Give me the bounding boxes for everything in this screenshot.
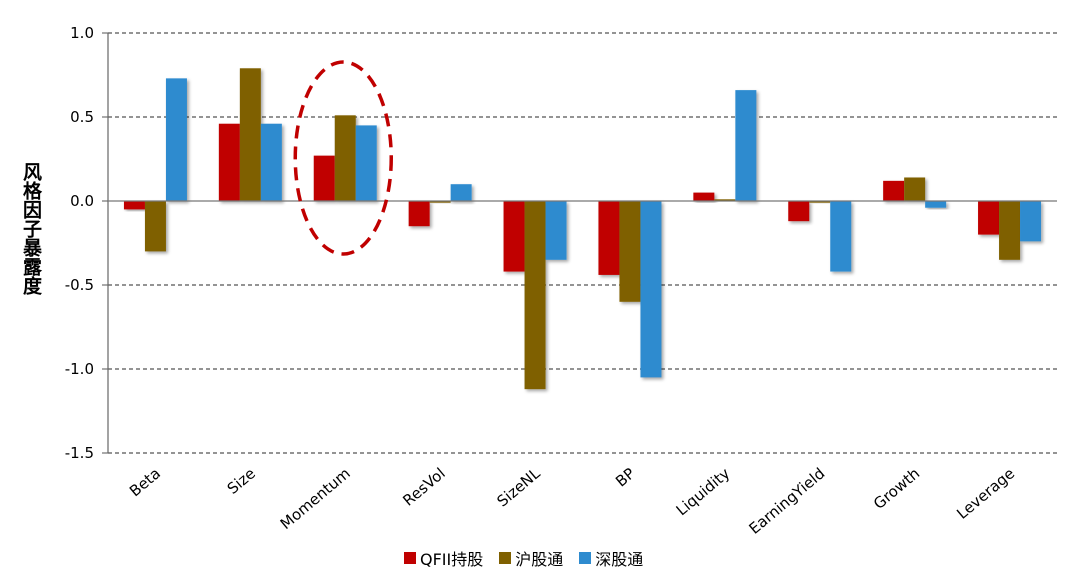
- bar-beta-s1: [144, 201, 166, 252]
- bar-sizenl-s0: [503, 201, 525, 272]
- legend-swatch-qfii: [404, 552, 416, 564]
- bar-resvol-s1: [429, 201, 451, 203]
- legend-item-qfii: QFII持股: [404, 546, 483, 570]
- bar-beta-s2: [165, 78, 187, 201]
- bar-leverage-s1: [999, 201, 1021, 260]
- bar-bp-s2: [640, 201, 662, 378]
- x-tick-label-size: Size: [224, 464, 259, 498]
- y-tick-label: 0.0: [70, 192, 94, 210]
- x-tick-label-resvol: ResVol: [399, 464, 448, 509]
- legend-item-shengutong: 深股通: [579, 546, 643, 570]
- bar-growth-s1: [904, 177, 926, 201]
- x-tick-label-bp: BP: [612, 464, 638, 490]
- bar-resvol-s2: [450, 184, 472, 201]
- bar-liquidity-s1: [714, 199, 736, 201]
- bar-liquidity-s0: [693, 192, 715, 201]
- y-tick-label: -0.5: [65, 276, 94, 294]
- legend-label-shengutong: 深股通: [595, 550, 644, 569]
- y-tick-label: 1.0: [70, 24, 94, 42]
- y-tick-label: 0.5: [70, 108, 94, 126]
- bar-earningyield-s0: [788, 201, 810, 222]
- bar-leverage-s2: [1020, 201, 1042, 242]
- bar-bp-s1: [619, 201, 641, 302]
- x-tick-label-leverage: Leverage: [953, 464, 1018, 522]
- y-tick-label: -1.5: [65, 444, 94, 462]
- bar-bp-s0: [598, 201, 620, 275]
- bar-momentum-s1: [334, 115, 356, 201]
- bar-momentum-s0: [313, 155, 335, 201]
- bar-earningyield-s1: [809, 201, 831, 203]
- bar-earningyield-s2: [830, 201, 852, 272]
- momentum-highlight-ellipse: [293, 60, 393, 256]
- legend: QFII持股 沪股通 深股通: [404, 546, 643, 570]
- x-tick-label-momentum: Momentum: [277, 464, 354, 533]
- bar-resvol-s0: [408, 201, 430, 227]
- bar-sizenl-s1: [524, 201, 546, 390]
- bar-leverage-s0: [978, 201, 1000, 235]
- legend-label-qfii: QFII持股: [420, 550, 484, 569]
- bar-growth-s2: [925, 201, 947, 208]
- bar-beta-s0: [123, 201, 145, 210]
- bar-sizenl-s2: [545, 201, 567, 260]
- bar-liquidity-s2: [735, 90, 757, 201]
- x-tick-label-liquidity: Liquidity: [673, 464, 734, 519]
- legend-item-hugutong: 沪股通: [499, 546, 563, 570]
- legend-swatch-hugutong: [499, 552, 512, 564]
- bar-size-s2: [260, 123, 282, 201]
- y-tick-label: -1.0: [65, 360, 94, 378]
- x-tick-label-growth: Growth: [870, 464, 923, 513]
- x-tick-label-sizenl: SizeNL: [493, 464, 544, 511]
- x-tick-label-earningyield: EarningYield: [746, 464, 829, 538]
- bar-size-s0: [218, 123, 240, 201]
- x-tick-label-beta: Beta: [126, 464, 164, 500]
- bar-momentum-s2: [355, 125, 377, 201]
- bar-size-s1: [239, 68, 261, 201]
- bar-growth-s0: [883, 180, 905, 201]
- legend-swatch-shengutong: [579, 552, 592, 564]
- y-axis-label: 风格因子暴露度: [20, 162, 42, 295]
- legend-label-hugutong: 沪股通: [515, 550, 564, 569]
